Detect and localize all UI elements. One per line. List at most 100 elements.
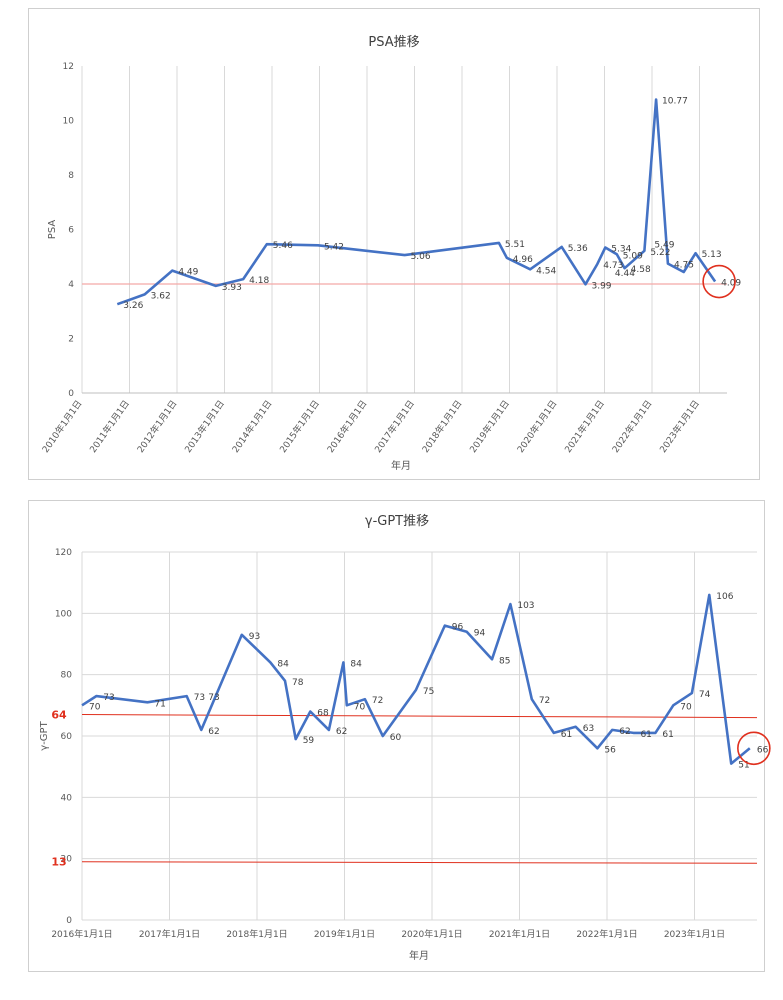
data-label: 5.22 bbox=[650, 248, 670, 258]
y-tick-label: 0 bbox=[68, 389, 74, 399]
data-label: 5.06 bbox=[411, 252, 431, 262]
x-tick-label: 2020年1月1日 bbox=[514, 398, 559, 455]
data-label: 3.99 bbox=[591, 281, 611, 291]
data-label: 84 bbox=[277, 659, 289, 669]
y-tick-label: 2 bbox=[68, 335, 74, 345]
data-label: 70 bbox=[680, 702, 692, 712]
x-tick-label: 2012年1月1日 bbox=[134, 398, 179, 455]
psa-chart: PSA推移 2010年1月1日 2011年1月1日 2012年1月1日 2013年1月1… bbox=[39, 35, 741, 472]
data-label: 66 bbox=[757, 745, 769, 755]
chart-title: γ-GPT推移 bbox=[365, 514, 429, 529]
x-tick-label: 2022年1月1日 bbox=[609, 398, 654, 455]
data-label: 56 bbox=[604, 745, 616, 755]
data-label: 70 bbox=[89, 702, 101, 712]
reference-line bbox=[81, 861, 758, 864]
data-label: 4.54 bbox=[536, 266, 556, 276]
reference-label: 13 bbox=[51, 856, 66, 869]
data-label: 4.75 bbox=[674, 261, 694, 271]
data-label: 5.34 bbox=[611, 244, 631, 254]
x-axis-title: 年月 bbox=[391, 459, 411, 472]
reference-label: 64 bbox=[51, 709, 67, 722]
x-tick-label: 2023年1月1日 bbox=[664, 928, 725, 940]
x-tick-label: 2019年1月1日 bbox=[467, 398, 512, 455]
y-tick-label: 8 bbox=[68, 171, 74, 181]
data-label: 73 bbox=[208, 693, 219, 703]
x-tick-label: 2015年1月1日 bbox=[277, 398, 322, 455]
y-axis-title: γ-GPT bbox=[39, 720, 50, 750]
y-tick-label: 40 bbox=[61, 793, 73, 803]
data-label: 74 bbox=[699, 690, 711, 700]
x-tick-label: 2023年1月1日 bbox=[657, 398, 702, 455]
y-tick-label: 6 bbox=[68, 226, 74, 236]
data-label: 68 bbox=[317, 708, 329, 718]
y-tick-label: 0 bbox=[66, 916, 72, 926]
data-label: 78 bbox=[292, 678, 304, 688]
x-tick-label: 2014年1月1日 bbox=[229, 398, 274, 455]
data-label: 62 bbox=[336, 727, 347, 737]
x-tick-label: 2016年1月1日 bbox=[324, 398, 369, 455]
data-label: 61 bbox=[561, 730, 572, 740]
chart-title: PSA推移 bbox=[368, 35, 419, 50]
y-tick-label: 10 bbox=[63, 117, 75, 127]
y-tick-label: 4 bbox=[68, 280, 74, 290]
data-label: 5.42 bbox=[324, 242, 344, 252]
data-label: 72 bbox=[372, 696, 383, 706]
data-label: 61 bbox=[640, 730, 651, 740]
data-label: 51 bbox=[738, 761, 749, 771]
x-tick-label: 2018年1月1日 bbox=[419, 398, 464, 455]
data-label: 60 bbox=[390, 733, 402, 743]
data-label: 70 bbox=[354, 702, 366, 712]
data-label: 94 bbox=[474, 629, 486, 639]
x-tick-label: 2011年1月1日 bbox=[87, 398, 132, 455]
data-label: 93 bbox=[249, 632, 260, 642]
data-label: 59 bbox=[303, 736, 315, 746]
data-label: 4.58 bbox=[631, 265, 651, 275]
data-label: 96 bbox=[452, 623, 464, 633]
data-label: 71 bbox=[154, 699, 165, 709]
data-label: 3.26 bbox=[123, 301, 143, 311]
ggt-chart: γ-GPT推移 0 20 40 60 80 100 120 2016年1月1日 2017年1月1日… bbox=[39, 514, 771, 962]
y-axis-title: PSA bbox=[47, 220, 58, 240]
x-tick-label: 2017年1月1日 bbox=[372, 398, 417, 455]
x-tick-label: 2013年1月1日 bbox=[182, 398, 227, 455]
data-label: 5.46 bbox=[273, 241, 293, 251]
data-label: 103 bbox=[517, 601, 534, 611]
y-tick-label: 100 bbox=[55, 609, 72, 619]
data-label: 62 bbox=[619, 727, 630, 737]
data-label: 63 bbox=[583, 724, 594, 734]
data-label: 5.13 bbox=[702, 250, 722, 260]
y-tick-label: 20 bbox=[61, 855, 73, 865]
highlight-circle bbox=[737, 731, 771, 766]
data-label: 5.49 bbox=[654, 240, 674, 250]
psa-chart-panel: PSA推移 2010年1月1日 2011年1月1日 2012年1月1日 2013年1月1… bbox=[28, 8, 760, 480]
x-tick-label: 2016年1月1日 bbox=[51, 928, 112, 940]
data-label: 85 bbox=[499, 656, 510, 666]
data-label: 4.96 bbox=[513, 255, 533, 265]
data-label: 4.49 bbox=[178, 268, 198, 278]
reference-line bbox=[81, 714, 758, 719]
x-tick-label: 2021年1月1日 bbox=[562, 398, 607, 455]
y-tick-label: 60 bbox=[61, 732, 73, 742]
data-label: 73 bbox=[103, 693, 114, 703]
y-tick-label: 120 bbox=[55, 548, 72, 558]
data-label: 10.77 bbox=[662, 97, 688, 107]
x-tick-label: 2021年1月1日 bbox=[489, 928, 550, 940]
highlight-circle bbox=[702, 264, 736, 299]
x-tick-label: 2017年1月1日 bbox=[139, 928, 200, 940]
x-tick-label: 2022年1月1日 bbox=[576, 928, 637, 940]
data-label: 75 bbox=[423, 687, 434, 697]
data-label: 84 bbox=[350, 659, 362, 669]
data-label: 61 bbox=[662, 730, 673, 740]
data-label: 5.36 bbox=[568, 244, 588, 254]
x-tick-label: 2018年1月1日 bbox=[226, 928, 287, 940]
data-label: 4.73 bbox=[603, 261, 623, 271]
data-label: 4.09 bbox=[721, 279, 741, 289]
data-label: 3.93 bbox=[222, 283, 242, 293]
data-label: 3.62 bbox=[151, 291, 171, 301]
y-tick-label: 80 bbox=[61, 671, 73, 681]
data-label: 72 bbox=[539, 696, 550, 706]
psa-series-line bbox=[116, 98, 717, 306]
data-label: 62 bbox=[208, 727, 219, 737]
data-label: 4.44 bbox=[615, 269, 635, 279]
x-tick-label: 2019年1月1日 bbox=[314, 928, 375, 940]
